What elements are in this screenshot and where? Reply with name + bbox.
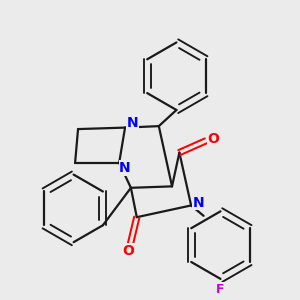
Text: O: O [122, 244, 134, 258]
Text: F: F [216, 283, 225, 296]
Text: N: N [119, 161, 131, 175]
Text: O: O [207, 132, 219, 146]
Text: N: N [193, 196, 204, 209]
Text: N: N [127, 116, 138, 130]
